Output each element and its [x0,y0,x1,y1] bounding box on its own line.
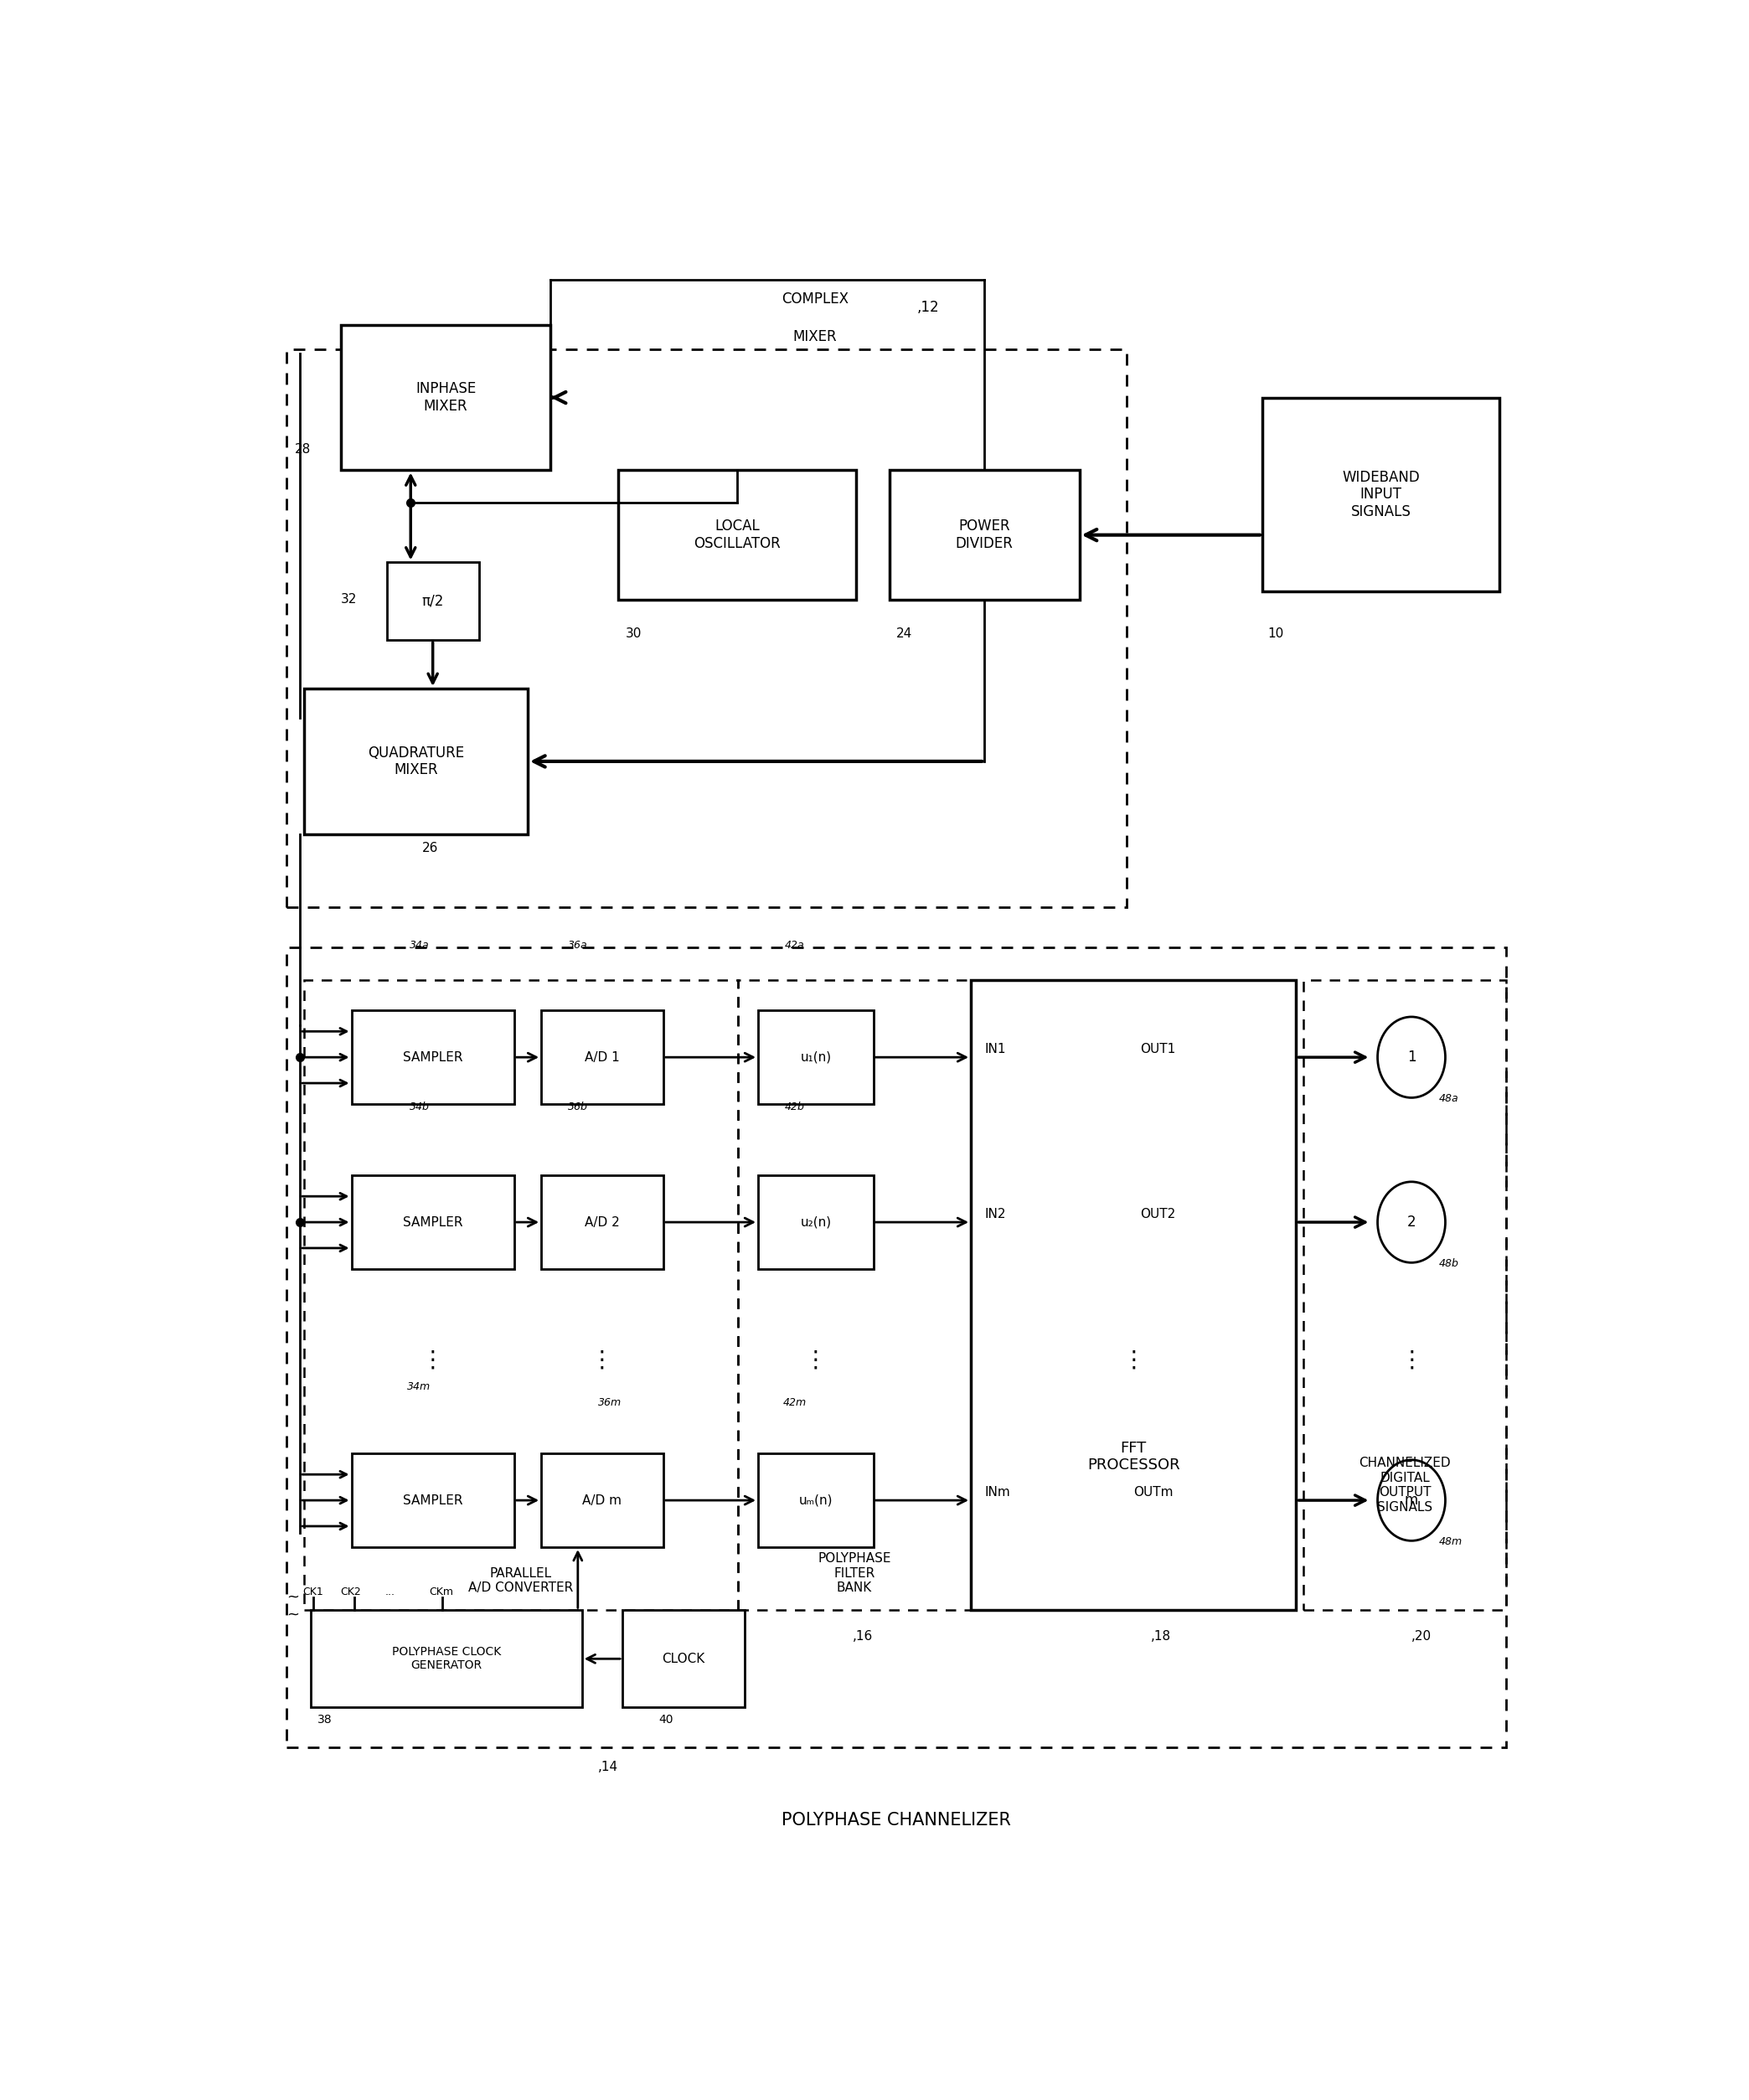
Text: POLYPHASE CHANNELIZER: POLYPHASE CHANNELIZER [782,1812,1011,1829]
Bar [540,1453,663,1548]
Bar [304,979,738,1611]
Text: 38: 38 [318,1714,332,1726]
Text: PARALLEL
A/D CONVERTER: PARALLEL A/D CONVERTER [469,1567,574,1594]
Text: CHANNELIZED
DIGITAL
OUTPUT
SIGNALS: CHANNELIZED DIGITAL OUTPUT SIGNALS [1359,1457,1450,1514]
Text: SAMPLER: SAMPLER [402,1216,463,1228]
Text: A/D m: A/D m [582,1493,623,1506]
Text: ,12: ,12 [916,300,939,315]
Text: 42m: 42m [784,1397,806,1409]
Text: CLOCK: CLOCK [663,1653,705,1665]
Text: 28: 28 [294,443,311,456]
Text: 1: 1 [1406,1050,1417,1065]
Text: ⋮: ⋮ [591,1348,614,1371]
Text: 34m: 34m [408,1382,430,1392]
Bar [1303,979,1506,1611]
Text: CK2: CK2 [341,1586,362,1598]
Text: POWER
DIVIDER: POWER DIVIDER [955,519,1013,550]
Text: 2: 2 [1406,1214,1417,1231]
Text: 48a: 48a [1438,1092,1459,1105]
Text: 34a: 34a [409,939,429,951]
Text: POLYPHASE CLOCK
GENERATOR: POLYPHASE CLOCK GENERATOR [392,1646,500,1672]
Text: WIDEBAND
INPUT
SIGNALS: WIDEBAND INPUT SIGNALS [1341,470,1420,519]
Bar [387,563,479,640]
Bar [619,470,855,601]
Text: ,18: ,18 [1151,1630,1172,1642]
Bar [623,1611,745,1707]
Text: INPHASE
MIXER: INPHASE MIXER [416,382,476,414]
Text: SAMPLER: SAMPLER [402,1493,463,1506]
Text: ,14: ,14 [598,1760,619,1772]
Text: A/D 1: A/D 1 [584,1050,619,1063]
Text: QUADRATURE
MIXER: QUADRATURE MIXER [367,746,463,777]
Text: ,20: ,20 [1411,1630,1432,1642]
Text: 34b: 34b [409,1100,429,1113]
Text: 32: 32 [341,594,357,607]
Text: 30: 30 [626,628,642,640]
Bar [540,1176,663,1268]
Text: OUT2: OUT2 [1140,1208,1175,1220]
Text: u₁(n): u₁(n) [799,1050,831,1063]
Text: 36b: 36b [568,1100,588,1113]
Bar [890,470,1079,601]
Text: SAMPLER: SAMPLER [402,1050,463,1063]
Text: 48m: 48m [1438,1535,1462,1548]
Text: ⋮: ⋮ [422,1348,444,1371]
Text: 10: 10 [1268,628,1284,640]
Bar [971,979,1296,1611]
Text: FFT
PROCESSOR: FFT PROCESSOR [1088,1441,1181,1472]
Bar [352,1176,514,1268]
Bar [287,947,1506,1747]
Bar [757,1010,873,1105]
Text: OUTm: OUTm [1133,1487,1174,1499]
Text: A/D 2: A/D 2 [584,1216,619,1228]
Text: MIXER: MIXER [792,330,838,344]
Bar [304,689,528,834]
Text: 42b: 42b [785,1100,805,1113]
Text: POLYPHASE
FILTER
BANK: POLYPHASE FILTER BANK [819,1552,890,1594]
Text: ,16: ,16 [854,1630,873,1642]
Text: COMPLEX: COMPLEX [782,292,848,307]
Bar [352,1453,514,1548]
Text: IN1: IN1 [985,1044,1006,1056]
Text: ⋮: ⋮ [1399,1348,1424,1371]
Text: 24: 24 [895,628,913,640]
Text: m: m [1404,1493,1418,1508]
Text: 36a: 36a [568,939,588,951]
Text: u₂(n): u₂(n) [799,1216,831,1228]
Text: IN2: IN2 [985,1208,1006,1220]
Text: ...: ... [385,1586,395,1598]
Text: 48b: 48b [1438,1258,1459,1268]
Bar [757,1453,873,1548]
Bar [352,1010,514,1105]
Bar [540,1010,663,1105]
Text: CKm: CKm [429,1586,453,1598]
Text: uₘ(n): uₘ(n) [799,1493,833,1506]
Text: ~
~: ~ ~ [287,1590,299,1621]
Text: 36m: 36m [598,1397,621,1409]
Bar [738,979,971,1611]
Text: 26: 26 [422,842,439,855]
Text: ⋮: ⋮ [1121,1348,1146,1371]
Bar [287,349,1126,907]
Text: 40: 40 [659,1714,673,1726]
Bar [1263,397,1499,592]
Bar [757,1176,873,1268]
Bar [341,326,551,470]
Text: CK1: CK1 [303,1586,324,1598]
Text: OUT1: OUT1 [1140,1044,1175,1056]
Text: INm: INm [985,1487,1011,1499]
Text: LOCAL
OSCILLATOR: LOCAL OSCILLATOR [694,519,780,550]
Bar [311,1611,582,1707]
Text: 42a: 42a [785,939,805,951]
Text: π/2: π/2 [422,594,444,609]
Text: ⋮: ⋮ [805,1348,827,1371]
